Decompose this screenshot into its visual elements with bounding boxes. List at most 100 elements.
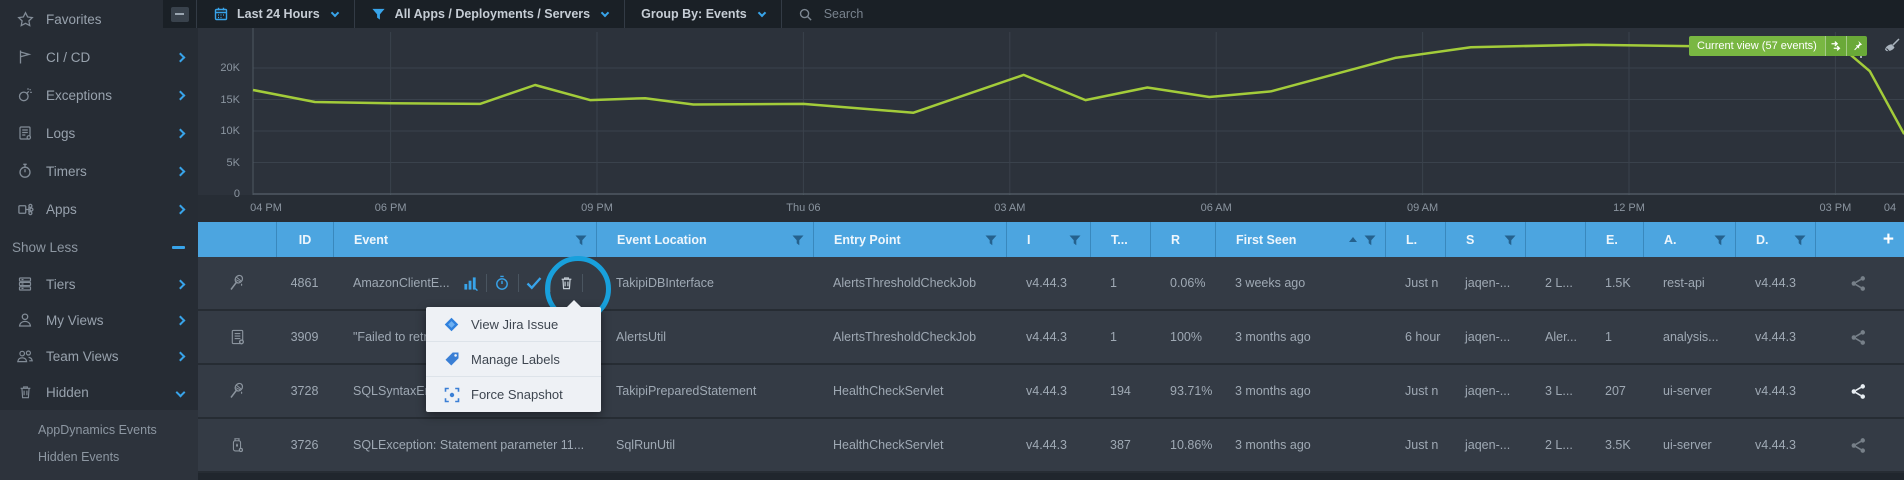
cell-e: 3.5K: [1585, 419, 1643, 471]
filter-funnel-icon[interactable]: [1504, 235, 1516, 246]
filter-funnel-icon[interactable]: [792, 235, 804, 246]
sidebar-item-label: Hidden: [46, 384, 89, 400]
column-label: Entry Point: [834, 232, 901, 247]
filter-funnel-icon[interactable]: [1794, 235, 1806, 246]
cell-a: rest-api: [1643, 257, 1735, 309]
sidebar-item-logs[interactable]: Logs: [0, 114, 198, 152]
sidebar-item-my-views[interactable]: My Views: [0, 302, 198, 338]
event-row-4861[interactable]: 4861 AmazonClientE... TakipiDBInterface Ale…: [198, 257, 1904, 311]
menu-item-view-jira-issue[interactable]: View Jira Issue: [426, 307, 601, 342]
column-header-s[interactable]: S: [1445, 222, 1525, 257]
chevron-right-icon: [175, 166, 186, 176]
collapse-minus-icon: [172, 245, 185, 249]
cell-value: Just n: [1405, 384, 1439, 398]
export-arrows-icon[interactable]: [1824, 36, 1846, 56]
y-axis-tick-label: 15K: [220, 93, 240, 106]
action-separator: [485, 274, 487, 292]
column-header-labels[interactable]: [1525, 222, 1585, 257]
column-header-entry[interactable]: Entry Point: [813, 222, 1006, 257]
filter-funnel-icon[interactable]: [575, 235, 587, 246]
column-header-i[interactable]: I: [1006, 222, 1090, 257]
chart-action-icon[interactable]: [462, 275, 479, 292]
add-column-button[interactable]: +: [1815, 222, 1904, 257]
sidebar-show-less[interactable]: Show Less: [0, 228, 198, 266]
column-header-a[interactable]: A.: [1643, 222, 1735, 257]
filter-funnel-icon[interactable]: [1714, 235, 1726, 246]
stopwatch-action-icon[interactable]: [494, 275, 511, 292]
cell-e: 207: [1585, 365, 1643, 417]
share-icon[interactable]: [1850, 383, 1867, 400]
cell-value: AlertsThresholdCheckJob: [833, 330, 977, 344]
scope-selector[interactable]: All Apps / Deployments / Servers: [355, 0, 626, 28]
collapse-toolbar-button[interactable]: [163, 0, 197, 28]
x-axis-strip: [198, 195, 1904, 222]
sidebar-item-exceptions[interactable]: Exceptions: [0, 76, 198, 114]
event-row-3726[interactable]: 3726 SQLException: Statement parameter 11…: [198, 419, 1904, 473]
group-by-selector[interactable]: Group By: Events: [625, 0, 782, 28]
sort-ascending-icon: [1349, 237, 1357, 242]
events-series-line: [252, 43, 1904, 135]
sidebar-item-label: Apps: [46, 201, 77, 217]
pin-icon[interactable]: [1845, 36, 1867, 56]
column-header-event[interactable]: Event: [333, 222, 596, 257]
column-label: ID: [298, 232, 312, 247]
column-header-r[interactable]: R: [1150, 222, 1215, 257]
cell-first_seen: 3 months ago: [1215, 419, 1385, 471]
check-action-icon[interactable]: [526, 275, 543, 292]
person-icon: [16, 311, 34, 329]
column-header-first_seen[interactable]: First Seen: [1215, 222, 1385, 257]
sidebar-item-team-views[interactable]: Team Views: [0, 338, 198, 374]
sidebar-subitem-appdynamics-events[interactable]: AppDynamics Events: [38, 422, 157, 437]
table-bottom-strip: [198, 473, 1904, 480]
time-range-selector[interactable]: Last 24 Hours: [197, 0, 355, 28]
document-icon: [16, 124, 34, 142]
cell-value: 4861: [290, 276, 319, 290]
cell-value: 6 hour: [1405, 330, 1441, 344]
column-header-id[interactable]: ID: [276, 222, 333, 257]
sidebar-nav-views: Tiers My Views Team Views Hidden: [0, 266, 198, 410]
cell-s: jaqen-...: [1445, 365, 1525, 417]
column-header-t[interactable]: T...: [1090, 222, 1150, 257]
column-header-l[interactable]: L.: [1385, 222, 1445, 257]
cell-value: 100%: [1170, 330, 1202, 344]
cell-value: HealthCheckServlet: [833, 384, 944, 398]
sidebar-item-ci-cd[interactable]: CI / CD: [0, 38, 198, 76]
cell-value: v4.44.3: [1026, 330, 1068, 344]
column-header-location[interactable]: Event Location: [596, 222, 813, 257]
cell-location: TakipiPreparedStatement: [596, 365, 813, 417]
cell-value: rest-api: [1663, 276, 1705, 290]
x-axis-tick-label: 09 PM: [581, 202, 613, 214]
sidebar-item-timers[interactable]: Timers: [0, 152, 198, 190]
filter-funnel-icon[interactable]: [1069, 235, 1081, 246]
column-header-d[interactable]: D.: [1735, 222, 1815, 257]
filter-funnel-icon[interactable]: [1364, 235, 1376, 246]
sidebar-item-label: Team Views: [46, 348, 119, 364]
trash-action-icon[interactable]: [558, 275, 575, 292]
share-icon[interactable]: [1850, 329, 1867, 346]
cell-i: v4.44.3: [1006, 419, 1090, 471]
share-icon[interactable]: [1850, 437, 1867, 454]
cell-id: 3726: [276, 419, 333, 471]
row-context-menu: View Jira Issue Manage Labels Force Snapsh…: [426, 300, 601, 412]
cell-a: analysis...: [1643, 311, 1735, 363]
share-icon[interactable]: [1850, 275, 1867, 292]
menu-item-manage-labels[interactable]: Manage Labels: [426, 342, 601, 377]
cell-value: 387: [1110, 438, 1131, 452]
search-input[interactable]: [823, 7, 1044, 21]
column-header-e[interactable]: E.: [1585, 222, 1643, 257]
cell-r: 10.86%: [1150, 419, 1215, 471]
cell-value: Just n: [1405, 438, 1439, 452]
clear-broom-icon[interactable]: [1880, 36, 1902, 58]
sidebar-item-favorites[interactable]: Favorites: [0, 0, 198, 38]
cell-value: ui-server: [1663, 384, 1712, 398]
sidebar-item-hidden[interactable]: Hidden: [0, 374, 198, 410]
menu-item-force-snapshot[interactable]: Force Snapshot: [426, 377, 601, 412]
sidebar-item-apps[interactable]: Apps: [0, 190, 198, 228]
cell-r: 0.06%: [1150, 257, 1215, 309]
sidebar-subitem-hidden-events[interactable]: Hidden Events: [38, 449, 120, 464]
cell-value: jaqen-...: [1465, 330, 1511, 344]
sidebar-item-tiers[interactable]: Tiers: [0, 266, 198, 302]
cell-first_seen: 3 months ago: [1215, 311, 1385, 363]
filter-funnel-icon[interactable]: [985, 235, 997, 246]
cell-t: 1: [1090, 311, 1150, 363]
